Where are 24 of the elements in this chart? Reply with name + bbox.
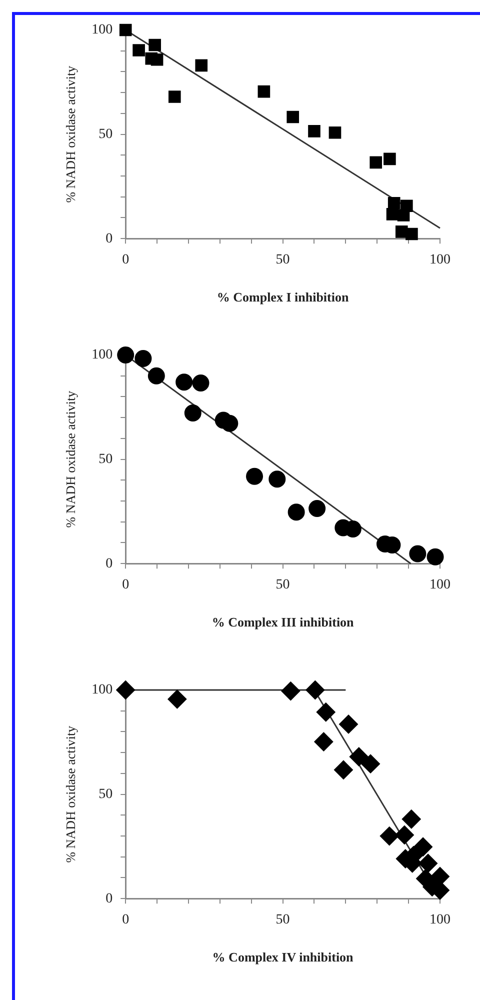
x-axis-title: % Complex III inhibition bbox=[212, 614, 355, 630]
y-axis-title: % NADH oxidase activity bbox=[63, 65, 78, 203]
y-tick-label: 100 bbox=[92, 682, 113, 698]
x-tick-label: 50 bbox=[276, 252, 290, 268]
x-tick-label: 100 bbox=[430, 912, 450, 928]
x-tick-label: 50 bbox=[276, 578, 290, 593]
y-tick-label: 0 bbox=[106, 556, 113, 572]
y-tick-label: 50 bbox=[98, 126, 113, 142]
x-tick-label: 0 bbox=[122, 578, 130, 593]
y-axis-title: % NADH oxidase activity bbox=[63, 725, 78, 863]
x-tick-label: 50 bbox=[276, 912, 290, 928]
x-axis-title: % Complex IV inhibition bbox=[212, 950, 354, 965]
x-axis-title: % Complex I inhibition bbox=[216, 290, 350, 305]
y-tick-label: 100 bbox=[92, 348, 113, 363]
y-tick-label: 0 bbox=[106, 231, 113, 246]
y-axis-title: % NADH oxidase activity bbox=[63, 390, 78, 528]
x-tick-label: 0 bbox=[122, 912, 130, 928]
y-tick-label: 50 bbox=[98, 452, 113, 467]
x-tick-label: 100 bbox=[430, 578, 450, 593]
x-tick-label: 0 bbox=[122, 252, 130, 268]
y-tick-label: 0 bbox=[106, 891, 113, 906]
y-tick-label: 100 bbox=[92, 22, 113, 38]
y-tick-label: 50 bbox=[98, 786, 113, 802]
x-tick-label: 100 bbox=[430, 252, 450, 268]
